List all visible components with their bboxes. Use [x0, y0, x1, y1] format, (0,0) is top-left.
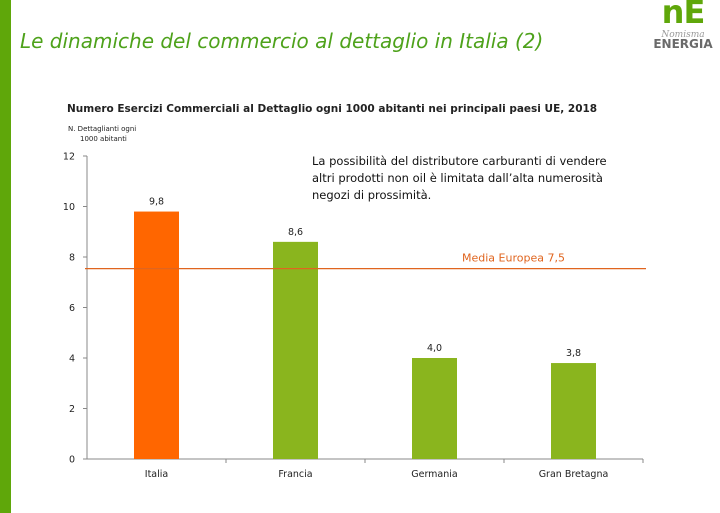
- x-category-label: Gran Bretagna: [539, 469, 609, 480]
- reference-line-label: Media Europea 7,5: [462, 252, 565, 265]
- y-tick-label: 4: [69, 354, 75, 365]
- x-category-label: Germania: [411, 469, 458, 480]
- left-accent-bar: [0, 0, 11, 513]
- y-axis-unit-line-2: 1000 abitanti: [80, 135, 127, 143]
- chart-title: Numero Esercizi Commerciali al Dettaglio…: [67, 103, 598, 115]
- y-axis-unit-line-1: N. Dettaglianti ogni: [68, 125, 137, 133]
- y-tick-label: 0: [69, 455, 75, 466]
- bar-value-label: 3,8: [566, 348, 581, 359]
- x-category-label: Francia: [278, 469, 312, 480]
- bar-gran-bretagna: [551, 363, 596, 459]
- x-category-label: Italia: [145, 469, 168, 480]
- nomisma-energia-logo: nE Nomisma ENERGIA: [651, 0, 715, 54]
- logo-energia-text: ENERGIA: [653, 37, 713, 51]
- y-tick-label: 6: [69, 303, 75, 314]
- logo-ne-mark: nE: [661, 0, 706, 31]
- y-tick-label: 10: [63, 202, 75, 213]
- y-axis-unit-label: N. Dettaglianti ogni 1000 abitanti: [68, 124, 158, 144]
- bar-value-label: 8,6: [288, 227, 303, 238]
- bar-italia: [134, 211, 179, 459]
- y-tick-label: 8: [69, 253, 75, 264]
- y-tick-label: 12: [63, 152, 75, 163]
- bar-value-label: 4,0: [427, 343, 442, 354]
- chart-annotation: La possibilità del distributore carburan…: [312, 154, 607, 202]
- bar-francia: [273, 241, 318, 459]
- logo-nomisma-text: Nomisma: [661, 30, 705, 40]
- bar-value-label: 9,8: [149, 197, 164, 208]
- bar-germania: [412, 358, 457, 459]
- y-tick-label: 2: [69, 404, 75, 415]
- slide-title: Le dinamiche del commercio al dettaglio …: [20, 29, 544, 53]
